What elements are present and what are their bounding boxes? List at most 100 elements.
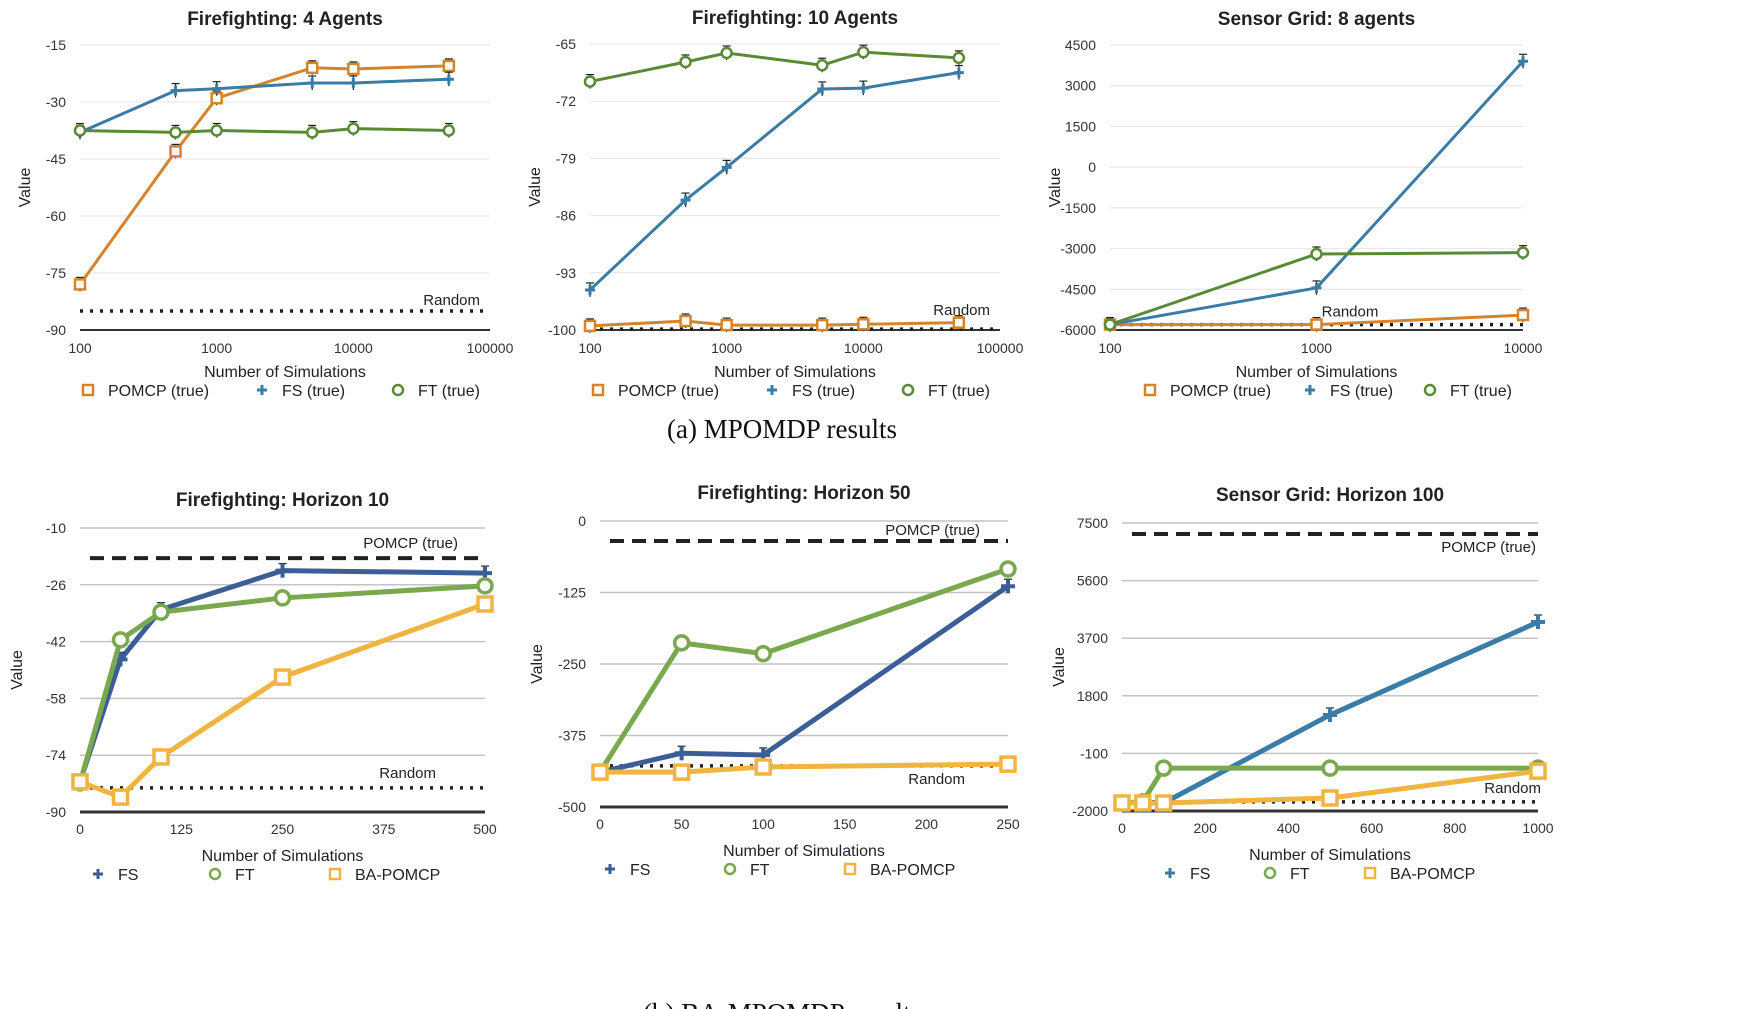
data-point [591,763,609,781]
data-point [680,195,691,206]
data-point [999,755,1017,773]
legend-label: FT (true) [1450,383,1512,400]
legend-label: FS [1190,866,1210,883]
y-tick-label: -3000 [1060,241,1096,257]
y-axis-label: Value [17,168,34,208]
series-ft-true- [1103,245,1530,332]
data-point [1134,794,1152,812]
y-axis-label: Value [1047,168,1064,208]
data-point [721,162,732,173]
series-ft-true- [73,120,456,140]
x-tick-label: 125 [170,821,194,837]
x-axis-label: Number of Simulations [714,364,876,381]
legend-marker [591,383,605,397]
reference-label: Random [1484,780,1541,797]
data-point [273,589,292,607]
y-axis-label: Value [9,650,26,690]
series-line [600,761,1009,775]
series-line [79,77,449,134]
y-tick-label: -250 [558,656,586,672]
data-point [1516,246,1530,259]
caption-a: (a) MPOMDP results [667,414,897,444]
data-point [754,644,772,663]
x-tick-label: 0 [76,821,84,837]
x-tick-label: 200 [915,816,939,832]
series-line [589,319,959,328]
data-point [1001,579,1015,594]
chart-5: Firefighting: Horizon 50 0 -125 -250 -375 -50… [529,483,1020,879]
series-ft-true- [583,44,966,89]
y-tick-label: 4500 [1065,37,1096,53]
data-point [999,560,1017,578]
legend-label: FS [118,867,138,884]
chart-title: Sensor Grid: 8 agents [1218,9,1415,30]
data-point [305,126,319,139]
y-tick-label: -74 [46,747,66,763]
series-pomcp-true- [1103,307,1530,332]
data-point [754,758,772,776]
legend-label: FS [630,862,650,879]
y-tick-label: -60 [46,208,66,224]
series-ba-pomcp [1113,762,1547,812]
reference-label: POMCP (true) [363,535,458,552]
x-axis-label: Number of Simulations [1249,847,1411,864]
data-point [857,45,870,59]
y-tick-label: 0 [578,513,586,529]
data-point [1310,247,1323,261]
y-tick-label: -500 [558,799,586,815]
data-point [347,62,360,76]
y-tick-label: -15 [46,37,66,53]
legend-label: BA-POMCP [870,862,955,879]
y-tick-label: -65 [556,36,576,52]
data-point [583,319,597,333]
legend-marker [328,867,342,881]
x-tick-label: 200 [1194,820,1218,836]
series-line [78,64,449,286]
x-tick-label: 50 [674,816,690,832]
y-tick-label: -45 [46,151,66,167]
x-tick-label: 0 [596,816,604,832]
y-tick-label: -75 [46,265,66,281]
data-point [476,577,494,595]
series-pomcp-true- [583,313,966,333]
x-tick-label: 1000 [1301,340,1332,356]
x-tick-label: 100 [752,816,776,832]
y-tick-label: -72 [556,93,576,109]
series-ba-pomcp [591,755,1017,781]
reference-label: Random [423,292,480,309]
y-tick-label: 3000 [1065,78,1096,94]
data-point [275,563,290,578]
y-tick-label: 0 [1088,159,1096,175]
legend-marker [723,862,737,876]
x-tick-label: 10000 [844,340,883,356]
data-point [152,748,170,766]
y-tick-label: -42 [46,634,66,650]
legend-label: FS (true) [282,383,345,400]
data-point [73,124,87,137]
data-point [857,318,870,331]
x-tick-label: 100000 [977,340,1024,356]
data-point [1518,56,1528,67]
data-point [952,316,966,329]
legend-marker [257,385,267,395]
y-tick-label: 1500 [1065,118,1096,134]
data-point [348,78,359,88]
x-tick-label: 1000 [201,340,232,356]
x-tick-label: 100 [68,340,92,356]
legend-label: FS (true) [1330,383,1393,400]
data-point [442,59,456,73]
y-tick-label: -93 [556,265,576,281]
series-ft [591,560,1017,781]
data-point [273,668,292,686]
legend-marker [1263,866,1277,880]
y-tick-label: -6000 [1060,322,1096,338]
data-point [720,46,733,60]
chart-title: Firefighting: 4 Agents [187,9,383,30]
data-point [815,58,829,72]
data-point [1311,282,1322,293]
x-axis-label: Number of Simulations [202,848,364,865]
x-tick-label: 800 [1443,820,1467,836]
y-axis-label: Value [1051,647,1068,687]
data-point [1529,762,1547,780]
data-point [672,763,691,781]
